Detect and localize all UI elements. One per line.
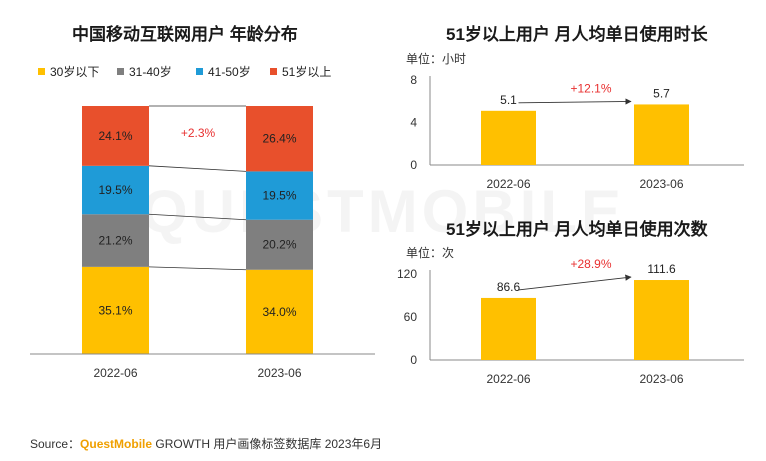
duration-bar-label-1: 5.1: [500, 93, 517, 107]
duration-y-tick-1: 0: [410, 158, 417, 172]
age-growth-annotation: +2.3%: [181, 126, 216, 140]
age-distribution-title: 中国移动互联网用户 年龄分布: [72, 25, 298, 44]
count-growth-annotation: +28.9%: [570, 257, 611, 271]
age-bar-label-1-1: 35.1%: [98, 303, 132, 317]
age-bar-seg-4-2: [246, 106, 313, 172]
count-bar-2: [634, 280, 689, 360]
legend-swatch-4: [270, 68, 277, 75]
legend-swatch-2: [117, 68, 124, 75]
duration-x-label-2: 2023-06: [639, 177, 683, 191]
duration-bar-2: [634, 104, 689, 165]
count-x-label-1: 2022-06: [486, 372, 530, 386]
age-bar-label-3-2: 19.5%: [262, 189, 296, 203]
source-suffix: GROWTH 用户画像标签数据库 2023年6月: [152, 437, 383, 451]
legend-swatch-3: [196, 68, 203, 75]
age-bar-label-4-1: 24.1%: [98, 129, 132, 143]
usage-count-title: 51岁以上用户 月人均单日使用次数: [446, 220, 708, 239]
count-growth-arrow: [518, 274, 632, 291]
legend-label-4: 51岁以上: [282, 64, 331, 79]
age-bar-label-2-2: 20.2%: [262, 238, 296, 252]
age-bar-seg-1-1: [82, 266, 149, 354]
count-bar-1: [481, 297, 536, 360]
age-bar-label-1-2: 34.0%: [262, 305, 296, 319]
source-brand: QuestMobile: [80, 437, 153, 451]
duration-bar-1: [481, 110, 536, 165]
source-footnote: Source：QuestMobile GROWTH 用户画像标签数据库 2023…: [30, 435, 382, 452]
age-bar-label-4-2: 26.4%: [262, 132, 296, 146]
age-bar-seg-3-2: [246, 171, 313, 220]
count-bar-label-1: 86.6: [497, 280, 521, 294]
watermark-text: QUESTMOBILE: [141, 178, 625, 245]
count-bar-label-2: 111.6: [647, 262, 676, 276]
legend-swatch-1: [38, 68, 45, 75]
duration-bar-label-2: 5.7: [653, 86, 670, 100]
duration-growth-annotation: +12.1%: [570, 81, 611, 95]
legend-label-1: 30岁以下: [50, 64, 99, 79]
duration-y-tick-3: 8: [410, 73, 417, 87]
age-bar-seg-4-1: [82, 106, 149, 166]
age-x-label-1: 2022-06: [93, 366, 137, 380]
age-bar-seg-3-1: [82, 165, 149, 215]
age-x-label-2: 2023-06: [257, 366, 301, 380]
duration-growth-arrow: [518, 98, 632, 105]
legend-label-3: 41-50岁: [208, 64, 251, 79]
source-prefix: Source：: [30, 437, 81, 451]
usage-duration-title: 51岁以上用户 月人均单日使用时长: [446, 25, 708, 44]
count-y-tick-3: 120: [397, 267, 417, 281]
age-bar-seg-2-2: [246, 219, 313, 270]
age-bar-label-3-1: 19.5%: [98, 183, 132, 197]
age-bar-seg-2-1: [82, 214, 149, 267]
count-unit-label: 单位：次: [406, 246, 455, 260]
age-connector-line-2: [148, 213, 247, 221]
duration-y-tick-2: 4: [410, 116, 417, 130]
age-bar-seg-1-2: [246, 269, 313, 354]
count-y-tick-2: 60: [404, 310, 418, 324]
duration-x-label-1: 2022-06: [486, 177, 530, 191]
duration-unit-label: 单位：小时: [406, 52, 467, 66]
age-connector-line-3: [148, 165, 247, 172]
count-x-label-2: 2023-06: [639, 372, 683, 386]
count-y-tick-1: 0: [410, 353, 417, 367]
legend-label-2: 31-40岁: [129, 64, 172, 79]
age-bar-label-2-1: 21.2%: [98, 234, 132, 248]
age-connector-line-1: [148, 266, 247, 271]
